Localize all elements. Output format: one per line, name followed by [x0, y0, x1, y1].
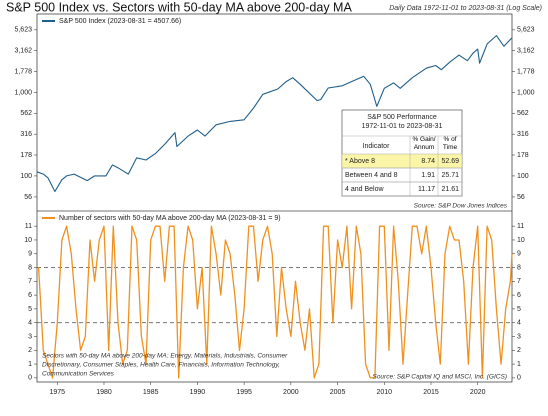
table-header: % Gain/ Annum: [412, 136, 436, 151]
table-cell: Between 4 and 8: [345, 172, 398, 179]
x-tick-label: 1975: [49, 389, 65, 396]
y-tick-label: 1,778: [517, 68, 535, 75]
legend-label: S&P 500 Index (2023-08-31 = 4507.66): [59, 18, 181, 25]
y-tick-label: 1,778: [14, 68, 32, 75]
y-tick-label: 100: [517, 173, 529, 180]
subtitle: Daily Data 1972-11-01 to 2023-08-31 (Log…: [389, 5, 542, 12]
y-tick-label: 3,162: [14, 48, 32, 55]
y-tick-label: 56: [24, 194, 32, 201]
y-tick-label: 4: [517, 320, 521, 327]
table-cell: 52.69: [441, 158, 459, 165]
table-cell: 25.71: [441, 172, 459, 179]
table-header: % of Time: [442, 136, 458, 151]
table-cell: 4 and Below: [345, 186, 384, 193]
y-tick-label: 5: [28, 306, 32, 313]
y-tick-label: 562: [20, 110, 32, 117]
table-box: [341, 109, 463, 197]
x-tick-label: 2020: [470, 389, 486, 396]
y-tick-label: 1,000: [14, 89, 32, 96]
table-title: 1972-11-01 to 2023-08-31: [362, 123, 443, 130]
note: Sectors with 50-day MA above 200-day MA:…: [42, 353, 288, 360]
y-tick-label: 3: [517, 333, 521, 340]
y-tick-label: 10: [24, 237, 32, 244]
y-tick-label: 5,623: [517, 27, 535, 34]
y-tick-label: 100: [20, 173, 32, 180]
x-tick-label: 2015: [423, 389, 439, 396]
legend-label: Number of sectors with 50-day MA above 2…: [59, 215, 281, 222]
note: Discretionary, Consumer Staples, Health …: [42, 362, 280, 369]
y-tick-label: 1: [28, 361, 32, 368]
y-tick-label: 562: [517, 110, 529, 117]
y-tick-label: 2: [517, 347, 521, 354]
y-tick-label: 7: [28, 278, 32, 285]
table-header-text: % Gain/ Annum: [412, 136, 436, 151]
y-tick-label: 11: [517, 223, 524, 230]
table-cell: * Above 8: [345, 158, 375, 165]
stats-table: S&P 500 Performance 1972-11-01 to 2023-0…: [341, 109, 463, 197]
row-border: [341, 181, 463, 197]
y-tick-label: 3: [28, 333, 32, 340]
y-tick-label: 0: [28, 375, 32, 382]
y-tick-label: 8: [28, 264, 32, 271]
source: Source: S&P Capital IQ and MSCI, Inc. (G…: [372, 374, 507, 381]
note: Communication Services: [42, 371, 115, 378]
y-tick-label: 10: [517, 237, 525, 244]
series-line: [36, 35, 513, 193]
y-tick-label: 5: [517, 306, 521, 313]
table-header-text: % of Time: [442, 136, 458, 151]
y-tick-label: 0: [517, 375, 521, 382]
y-tick-label: 316: [517, 131, 529, 138]
y-tick-label: 3,162: [517, 48, 535, 55]
x-tick-label: 1980: [96, 389, 112, 396]
y-tick-label: 56: [517, 194, 525, 201]
x-tick-label: 2000: [283, 389, 299, 396]
y-tick-label: 178: [517, 152, 529, 159]
table-cell: 21.61: [441, 186, 459, 193]
source: Source: S&P Dow Jones Indices: [414, 203, 508, 210]
y-tick-label: 1: [517, 361, 521, 368]
table-header: Indicator: [363, 143, 391, 150]
x-tick-label: 1985: [143, 389, 159, 396]
plot-frame: [36, 13, 513, 383]
y-tick-label: 8: [517, 264, 521, 271]
y-tick-label: 9: [517, 251, 521, 258]
table-cell: 11.17: [418, 186, 435, 193]
y-tick-label: 6: [517, 292, 521, 299]
table-cell: 8.74: [421, 158, 435, 165]
y-tick-label: 1,000: [517, 89, 535, 96]
x-tick-label: 2005: [330, 389, 346, 396]
y-tick-label: 9: [28, 251, 32, 258]
series-line: [37, 225, 513, 379]
x-tick-label: 1995: [236, 389, 252, 396]
table-cell: 1.91: [421, 172, 435, 179]
y-tick-label: 5,623: [14, 27, 32, 34]
x-tick-label: 1990: [190, 389, 206, 396]
y-tick-label: 2: [28, 347, 32, 354]
y-tick-label: 11: [25, 223, 32, 230]
y-tick-label: 4: [28, 320, 32, 327]
y-tick-label: 316: [20, 131, 32, 138]
y-tick-label: 7: [517, 278, 521, 285]
title: S&P 500 Index vs. Sectors with 50-day MA…: [6, 0, 352, 14]
table-title: S&P 500 Performance: [367, 114, 437, 121]
y-tick-label: 6: [28, 292, 32, 299]
x-tick-label: 2010: [376, 389, 392, 396]
y-tick-label: 178: [20, 152, 32, 159]
